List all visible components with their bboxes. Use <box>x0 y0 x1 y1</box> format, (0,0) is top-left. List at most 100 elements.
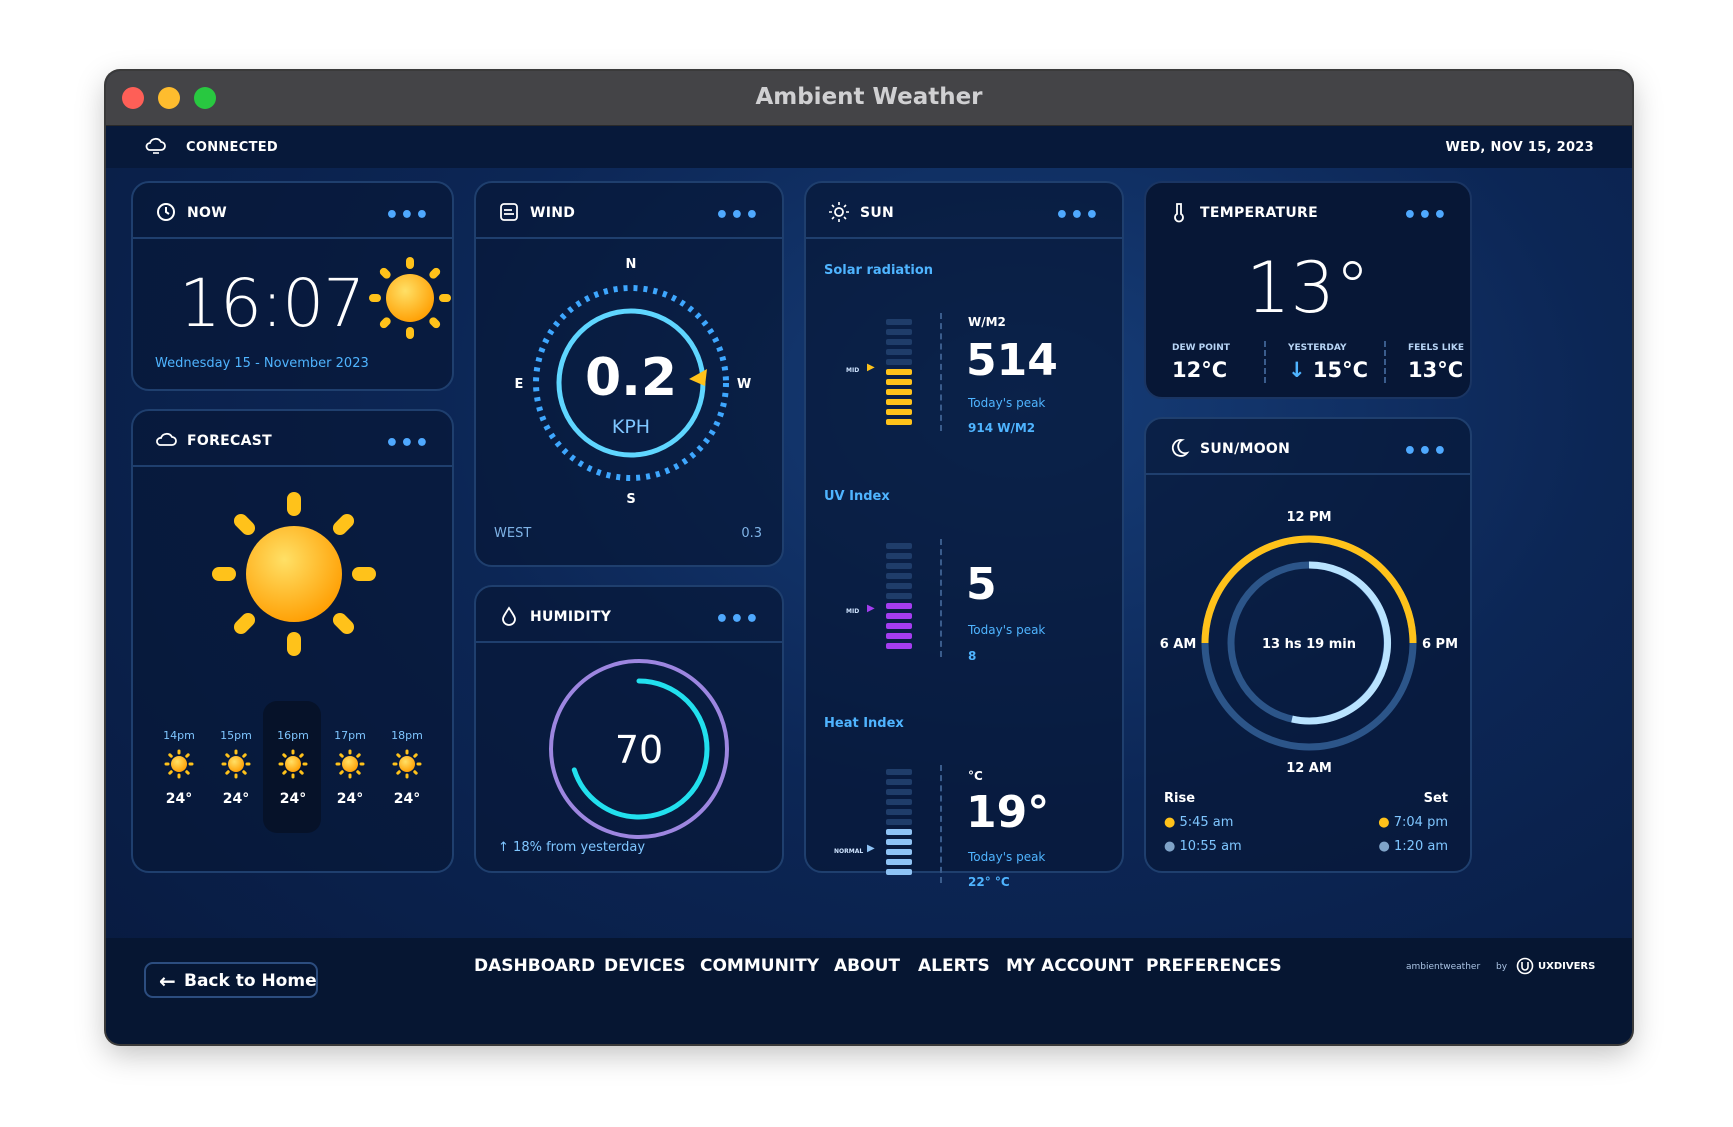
feels-like-label: FEELS LIKE <box>1408 343 1464 353</box>
sun-ray <box>291 773 295 779</box>
nav-dashboard[interactable]: DASHBOARD <box>474 956 596 976</box>
current-time: 16:07 <box>179 265 365 342</box>
sunset-row: ● 7:04 pm <box>1378 815 1448 830</box>
wind-unit: KPH <box>612 416 650 438</box>
nav-my-account[interactable]: MY ACCOUNT <box>1006 956 1134 976</box>
level-bar <box>886 543 912 549</box>
sun-disc <box>386 274 434 322</box>
sun-ray <box>405 749 409 755</box>
nav-preferences[interactable]: PREFERENCES <box>1146 956 1282 976</box>
sun-ray <box>413 753 418 758</box>
heat-title: Heat Index <box>824 716 904 731</box>
wind-gust-value: 0.3 <box>741 526 762 541</box>
level-bar <box>886 339 912 345</box>
uv-title: UV Index <box>824 489 890 504</box>
sun-ray <box>234 749 238 755</box>
yesterday-value-wrap: ↓ 15°C <box>1288 358 1368 382</box>
level-bar <box>886 859 912 865</box>
humidity-gauge: 70 <box>549 659 729 839</box>
sun-ray <box>242 770 247 775</box>
heat-divider <box>940 765 942 883</box>
sun-ray <box>233 612 256 635</box>
sun-ray <box>177 749 181 755</box>
status-date: WED, NOV 15, 2023 <box>1445 140 1594 155</box>
uv-marker-label: MID <box>846 608 860 615</box>
sun-ray <box>335 762 341 766</box>
level-bar <box>886 389 912 395</box>
level-bar <box>886 573 912 579</box>
sun-ray <box>177 773 181 779</box>
level-bar <box>886 563 912 569</box>
wind-compass: N S E W 0.2 KPH <box>515 257 751 505</box>
cloud-icon <box>156 432 177 446</box>
humidity-value: 70 <box>615 728 663 772</box>
sunrise-time: 5:45 am <box>1179 815 1234 830</box>
sun-ray <box>302 762 308 766</box>
close-button[interactable] <box>122 87 144 109</box>
back-to-home-button[interactable]: ← Back to Home <box>144 962 318 998</box>
more-icon[interactable]: ••• <box>714 203 760 228</box>
sun-ray <box>242 753 247 758</box>
level-bar <box>886 789 912 795</box>
arrow-down-icon: ↓ <box>1288 358 1306 382</box>
more-icon[interactable]: ••• <box>1402 203 1448 228</box>
dashboard: CONNECTED WED, NOV 15, 2023 NOW ••• 16:0… <box>106 126 1632 1044</box>
wind-direction-pointer <box>689 369 707 386</box>
level-bar <box>886 769 912 775</box>
title-bar: Ambient Weather <box>106 71 1632 126</box>
sun-ray <box>212 567 236 581</box>
solar-peak-label: Today's peak <box>968 396 1046 410</box>
sun-outline-icon <box>829 202 849 222</box>
more-icon[interactable]: ••• <box>714 607 760 632</box>
window-title: Ambient Weather <box>755 84 983 110</box>
six-pm-label: 6 PM <box>1422 637 1458 652</box>
card-header: FORECAST ••• <box>133 411 452 467</box>
sun-disc <box>228 756 244 772</box>
sun-ray <box>348 773 352 779</box>
sun-ray <box>287 492 301 516</box>
dew-point-value: 12°C <box>1172 358 1228 382</box>
wind-card: WIND ••• N S E W 0.2 KPH WEST 0.3 <box>474 181 784 567</box>
sun-ray <box>282 753 287 758</box>
level-bar <box>886 399 912 405</box>
sun-ray <box>299 770 304 775</box>
sun-ray <box>356 770 361 775</box>
card-title: SUN/MOON <box>1200 441 1291 457</box>
sun-ray <box>168 753 173 758</box>
sun-ray <box>396 753 401 758</box>
card-title: SUN <box>860 205 895 221</box>
more-icon[interactable]: ••• <box>384 203 430 228</box>
nav-devices[interactable]: DEVICES <box>604 956 686 976</box>
zoom-button[interactable] <box>194 87 216 109</box>
more-icon[interactable]: ••• <box>1402 439 1448 464</box>
uv-divider <box>940 539 942 657</box>
minimize-button[interactable] <box>158 87 180 109</box>
sun-icon <box>278 749 308 779</box>
level-bar <box>886 819 912 825</box>
level-bar <box>886 419 912 425</box>
level-bar <box>886 583 912 589</box>
level-bar <box>886 869 912 875</box>
daylight-dial: 12 PM 12 AM 6 AM 6 PM 13 hs 19 min <box>1160 510 1458 776</box>
drop-icon <box>502 606 516 626</box>
nav-about[interactable]: ABOUT <box>834 956 900 976</box>
sun-ray <box>164 762 170 766</box>
thermometer-icon <box>1174 203 1184 223</box>
nav-alerts[interactable]: ALERTS <box>918 956 990 976</box>
sun-icon <box>335 749 365 779</box>
more-icon[interactable]: ••• <box>384 431 430 456</box>
now-card: NOW ••• 16:07 Wednesday 15 - November 20… <box>131 181 454 391</box>
sun-ray <box>339 753 344 758</box>
level-bar <box>886 799 912 805</box>
moonset-time: 1:20 am <box>1394 839 1448 854</box>
level-bar <box>886 369 912 375</box>
more-icon[interactable]: ••• <box>1054 203 1100 228</box>
sunset-time: 7:04 pm <box>1393 815 1448 830</box>
back-to-home-label: Back to Home <box>184 971 317 991</box>
nav-community[interactable]: COMMUNITY <box>700 956 820 976</box>
level-bar <box>886 359 912 365</box>
sun-ray <box>359 762 365 766</box>
sun-ray <box>356 753 361 758</box>
forecast-card: FORECAST ••• 14pm 24° 15pm 24° 16pm 24° 17pm 24… <box>131 409 454 873</box>
app-window: Ambient Weather CONNECTED WED, NOV 15, 2… <box>106 71 1632 1044</box>
